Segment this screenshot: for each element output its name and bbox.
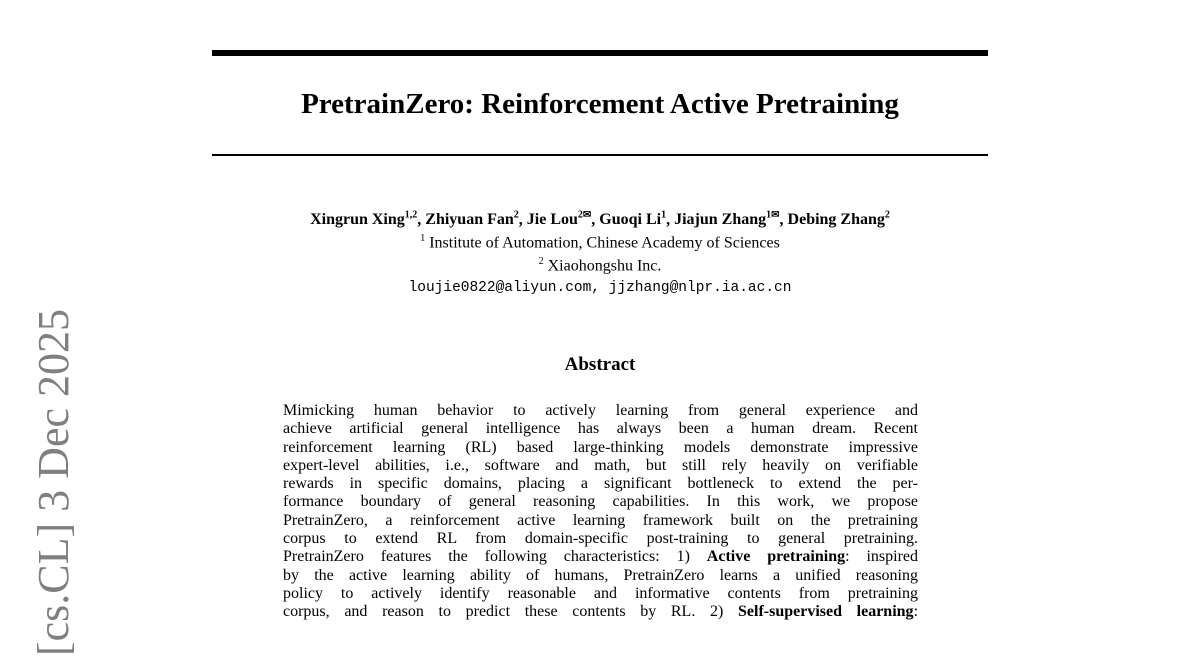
- abstract-line: policy to actively identify reasonable a…: [283, 584, 918, 602]
- paper-title: PretrainZero: Reinforcement Active Pretr…: [301, 88, 899, 120]
- abstract-line: PretrainZero, a reinforcement active lea…: [283, 511, 918, 529]
- abstract-line: reinforcement learning (RL) based large-…: [283, 438, 918, 456]
- abstract-line: PretrainZero features the following char…: [283, 548, 918, 566]
- abstract-line: rewards in specific domains, placing a s…: [283, 475, 918, 493]
- abstract-line: corpus to extend RL from domain-specific…: [283, 530, 918, 548]
- abstract-line: achieve artificial general intelligence …: [283, 420, 918, 438]
- affiliation: 2 Xiaohongshu Inc.: [538, 256, 662, 275]
- abstract-line: corpus, and reason to predict these cont…: [283, 603, 919, 621]
- abstract-line: expert-level abilities, i.e., software a…: [283, 456, 918, 474]
- arxiv-stamp: [cs.CL] 3 Dec 2025: [29, 308, 78, 656]
- author: Debing Zhang2: [787, 210, 890, 229]
- abstract-heading: Abstract: [564, 354, 636, 375]
- author-emails: loujie0822@aliyun.com, jjzhang@nlpr.ia.a…: [408, 280, 792, 296]
- abstract-line: by the active learning ability of humans…: [283, 566, 918, 584]
- author: Jie Lou2✉: [526, 210, 592, 229]
- top-rule: [212, 50, 988, 56]
- abstract-line: Mimicking human behavior to actively lea…: [283, 402, 918, 419]
- author-list: Xingrun Xing1,2, Zhiyuan Fan2, Jie Lou2✉…: [310, 210, 890, 229]
- author: Guoqi Li1: [599, 210, 667, 229]
- author: Jiajun Zhang1✉: [674, 210, 780, 229]
- author: Xingrun Xing1,2: [310, 210, 418, 229]
- author: Zhiyuan Fan2: [425, 210, 519, 229]
- abstract-body: Mimicking human behavior to actively lea…: [283, 402, 918, 622]
- title-rule: [212, 154, 988, 156]
- affiliation: 1 Institute of Automation, Chinese Acade…: [420, 233, 780, 252]
- abstract-line: formance boundary of general reasoning c…: [283, 493, 918, 511]
